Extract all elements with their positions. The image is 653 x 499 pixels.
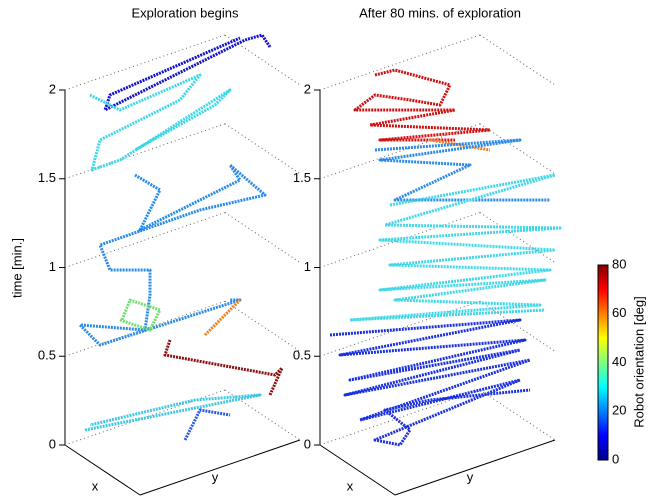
colorbar-tick-label: 40 (612, 354, 626, 369)
colorbar-tick-label: 20 (612, 403, 626, 418)
grid-line (479, 389, 556, 441)
grid-line (319, 34, 481, 91)
x-axis-label: x (347, 478, 354, 493)
grid-line (319, 123, 481, 180)
grid-line (479, 34, 556, 86)
y-axis (139, 439, 301, 496)
colorbar-label: Robot orientation [deg] (631, 296, 646, 428)
grid-line (64, 123, 226, 180)
grid-line (224, 300, 301, 352)
z-tick-label: 1 (304, 259, 311, 274)
x-axis-label: x (92, 478, 99, 493)
y-axis-label: y (212, 469, 219, 484)
y-axis (394, 439, 556, 496)
z-tick-label: 1.5 (38, 170, 56, 185)
x-axis (64, 444, 141, 496)
grid-line (224, 34, 301, 86)
chart-title: After 80 mins. of exploration (359, 5, 521, 20)
y-axis-label: y (467, 469, 474, 484)
grid-line (224, 123, 301, 175)
z-tick-label: 0 (304, 436, 311, 451)
grid-line (224, 212, 301, 263)
z-tick-label: 1 (49, 259, 56, 274)
z-tick-label: 2 (304, 81, 311, 96)
z-tick-label: 1.5 (293, 170, 311, 185)
x-axis (319, 444, 396, 496)
trajectory-right (329, 68, 562, 447)
z-tick-label: 0.5 (293, 348, 311, 363)
trajectory-left (78, 33, 284, 441)
z-tick-label: 0.5 (38, 348, 56, 363)
z-tick-label: 2 (49, 81, 56, 96)
grid-line (64, 34, 226, 91)
z-tick-label: 0 (49, 436, 56, 451)
grid-line (479, 123, 556, 175)
colorbar-tick-label: 0 (612, 451, 619, 466)
colorbar (597, 264, 609, 461)
colorbar-tick-label: 60 (612, 305, 626, 320)
grid-line (64, 212, 226, 268)
z-axis-label: time [min.] (9, 238, 24, 298)
colorbar-tick-label: 80 (612, 256, 626, 271)
chart-title: Exploration begins (132, 5, 239, 20)
